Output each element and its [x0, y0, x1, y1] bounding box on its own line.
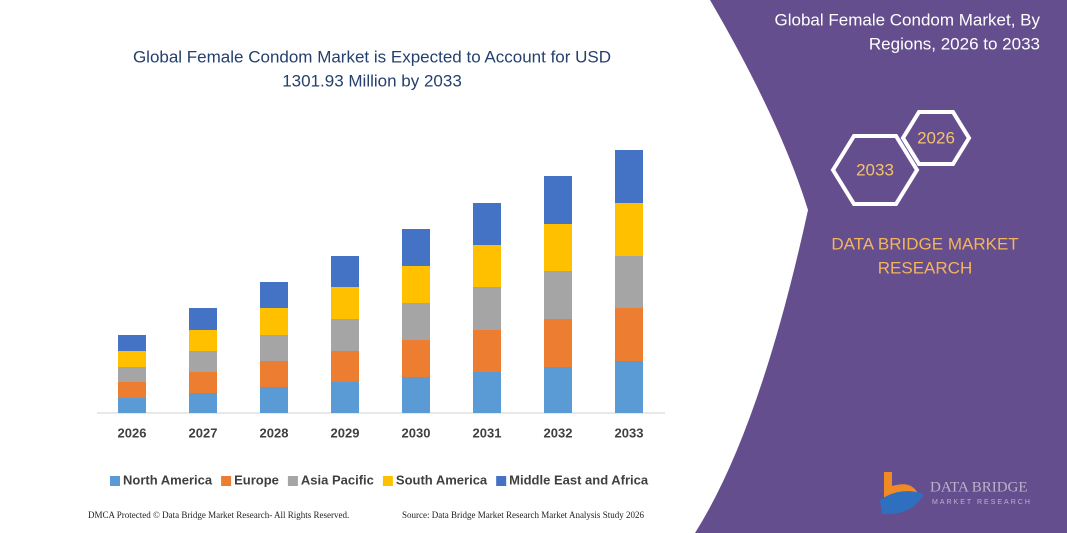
legend-label: North America — [123, 472, 213, 487]
bar-segment — [331, 382, 359, 413]
bar-segment — [544, 271, 572, 319]
bar-segment — [615, 203, 643, 256]
legend-swatch — [221, 476, 232, 486]
brand-text: DATA BRIDGE MARKET — [831, 234, 1018, 253]
brand-text: RESEARCH — [878, 258, 972, 277]
bar-segment — [615, 256, 643, 308]
bar-segment — [544, 319, 572, 367]
bar-segment — [260, 361, 288, 387]
bar-segment — [118, 367, 146, 382]
bar-segment — [402, 377, 430, 413]
x-tick-label: 2027 — [189, 425, 218, 440]
x-tick-label: 2030 — [402, 425, 431, 440]
footer-text: Source: Data Bridge Market Research Mark… — [402, 510, 644, 520]
legend-label: South America — [396, 472, 488, 487]
bar-segment — [544, 224, 572, 271]
bar-segment — [331, 256, 359, 287]
bar-segment — [615, 150, 643, 203]
bar-segment — [615, 361, 643, 413]
x-tick-label: 2032 — [544, 425, 573, 440]
bar-segment — [331, 319, 359, 351]
bar-segment — [473, 372, 501, 413]
bar-segment — [260, 282, 288, 308]
side-panel — [695, 0, 1067, 533]
x-tick-label: 2033 — [615, 425, 644, 440]
logo: DATA BRIDGE MARKET RESEARCH — [880, 472, 1032, 515]
footer-text: DMCA Protected © Data Bridge Market Rese… — [88, 510, 349, 520]
bar-segment — [402, 340, 430, 377]
bar-segment — [260, 308, 288, 335]
legend-swatch — [382, 476, 393, 486]
hexagon — [900, 110, 972, 166]
legend-label: Europe — [234, 472, 279, 487]
panel-title: Global Female Condom Market, By — [775, 10, 1041, 29]
bar-segment — [615, 308, 643, 361]
bar-segment — [118, 351, 146, 367]
bar-segment — [473, 287, 501, 330]
panel-title: Regions, 2026 to 2033 — [869, 34, 1040, 53]
bar-segment — [402, 229, 430, 266]
hexagon — [830, 134, 920, 206]
logo-text: MARKET RESEARCH — [932, 499, 1032, 506]
bar-segment — [402, 266, 430, 303]
hexagon-label: 2026 — [917, 128, 955, 147]
x-tick-label: 2031 — [473, 425, 502, 440]
bar-segment — [260, 335, 288, 361]
bar-segment — [473, 330, 501, 372]
bar-segment — [118, 335, 146, 351]
legend-label: Middle East and Africa — [509, 472, 649, 487]
bar-segment — [402, 303, 430, 340]
bar-segment — [189, 393, 217, 413]
bar-segment — [260, 387, 288, 413]
x-tick-label: 2026 — [118, 425, 147, 440]
legend-label: Asia Pacific — [301, 472, 374, 487]
hexagon-label: 2033 — [856, 160, 894, 179]
bar-segment — [473, 203, 501, 245]
legend-swatch — [110, 476, 120, 486]
x-tick-label: 2029 — [331, 425, 360, 440]
bar-segment — [118, 398, 146, 413]
legend-swatch — [287, 476, 298, 486]
x-tick-label: 2028 — [260, 425, 289, 440]
bar-segment — [544, 176, 572, 224]
legend-swatch — [496, 476, 507, 486]
logo-text: DATA BRIDGE — [930, 479, 1028, 495]
bar-segment — [189, 330, 217, 351]
bar-segment — [331, 287, 359, 319]
chart-title: Global Female Condom Market is Expected … — [133, 47, 611, 66]
bar-segment — [189, 372, 217, 393]
logo-mark — [880, 491, 924, 515]
bar-segment — [189, 308, 217, 330]
bar-segment — [118, 382, 146, 398]
bar-segment — [189, 351, 217, 372]
bar-segment — [331, 351, 359, 382]
bar-segment — [544, 367, 572, 413]
chart-title: 1301.93 Million by 2033 — [282, 71, 462, 90]
bar-segment — [473, 245, 501, 287]
